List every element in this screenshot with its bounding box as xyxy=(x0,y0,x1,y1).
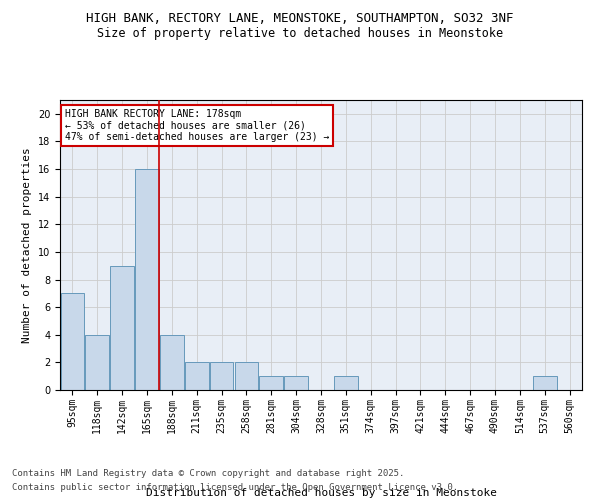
Text: HIGH BANK RECTORY LANE: 178sqm
← 53% of detached houses are smaller (26)
47% of : HIGH BANK RECTORY LANE: 178sqm ← 53% of … xyxy=(65,108,329,142)
Y-axis label: Number of detached properties: Number of detached properties xyxy=(22,147,32,343)
X-axis label: Distribution of detached houses by size in Meonstoke: Distribution of detached houses by size … xyxy=(146,488,497,498)
Text: Contains HM Land Registry data © Crown copyright and database right 2025.: Contains HM Land Registry data © Crown c… xyxy=(12,468,404,477)
Bar xyxy=(210,362,233,390)
Bar xyxy=(259,376,283,390)
Bar xyxy=(110,266,134,390)
Bar xyxy=(85,335,109,390)
Bar xyxy=(235,362,258,390)
Bar xyxy=(284,376,308,390)
Bar xyxy=(61,294,84,390)
Bar xyxy=(334,376,358,390)
Text: HIGH BANK, RECTORY LANE, MEONSTOKE, SOUTHAMPTON, SO32 3NF: HIGH BANK, RECTORY LANE, MEONSTOKE, SOUT… xyxy=(86,12,514,26)
Text: Contains public sector information licensed under the Open Government Licence v3: Contains public sector information licen… xyxy=(12,484,458,492)
Bar xyxy=(533,376,557,390)
Bar xyxy=(135,169,159,390)
Bar xyxy=(160,335,184,390)
Text: Size of property relative to detached houses in Meonstoke: Size of property relative to detached ho… xyxy=(97,28,503,40)
Bar xyxy=(185,362,209,390)
